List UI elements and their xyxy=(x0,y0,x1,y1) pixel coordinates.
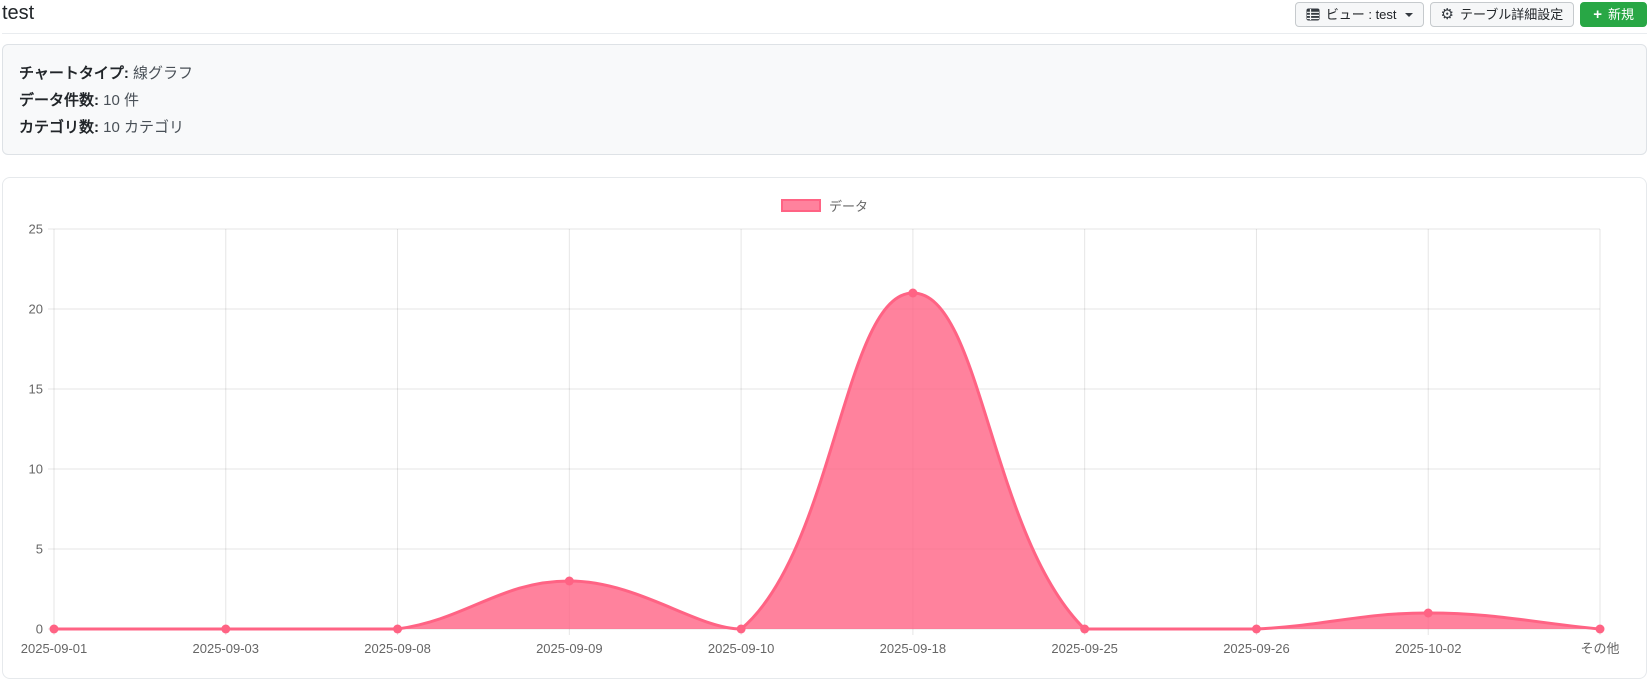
y-tick-label: 15 xyxy=(29,382,43,397)
data-point[interactable] xyxy=(1080,624,1090,634)
new-button-label: 新規 xyxy=(1607,7,1634,22)
data-point[interactable] xyxy=(736,624,746,634)
summary-value: 線グラフ xyxy=(133,65,194,82)
summary-label: カテゴリ数: xyxy=(19,119,99,136)
x-tick-label: 2025-09-25 xyxy=(1051,641,1118,656)
data-point[interactable] xyxy=(1595,624,1605,634)
chart-canvas[interactable]: 0 5 10 15 20 25 2025-09-01 2025-09-03 2025-09-08… xyxy=(11,215,1638,661)
summary-value: 10 カテゴリ xyxy=(103,119,185,136)
x-tick-label: 2025-09-03 xyxy=(193,641,260,656)
summary-row-category-count: カテゴリ数: 10 カテゴリ xyxy=(19,114,1630,141)
x-tick-label: 2025-09-08 xyxy=(364,641,431,656)
y-tick-label: 25 xyxy=(29,222,43,237)
x-tick-label: 2025-09-10 xyxy=(708,641,775,656)
y-tick-label: 0 xyxy=(36,622,43,637)
y-tick-label: 5 xyxy=(36,542,43,557)
view-button-label: ビュー : test xyxy=(1325,7,1397,22)
summary-label: チャートタイプ: xyxy=(19,65,129,82)
summary-label: データ件数: xyxy=(19,92,99,109)
x-tick-label: 2025-09-26 xyxy=(1223,641,1290,656)
summary-value: 10 件 xyxy=(103,92,140,109)
page-header: test ビュー : test ⚙ テーブル詳細設定 + 新規 xyxy=(2,0,1647,34)
data-point[interactable] xyxy=(1423,608,1433,618)
x-tick-label: 2025-10-02 xyxy=(1395,641,1462,656)
data-point[interactable] xyxy=(1251,624,1261,634)
data-line xyxy=(53,291,1601,631)
caret-down-icon xyxy=(1404,12,1413,17)
chart-card: データ 0 5 10 15 20 25 2025-09-01 2025-09-03 2025-0… xyxy=(2,177,1647,679)
x-tick-label: その他 xyxy=(1580,641,1619,656)
x-tick-label: 2025-09-09 xyxy=(536,641,603,656)
table-settings-button[interactable]: ⚙ テーブル詳細設定 xyxy=(1429,2,1575,27)
area-fill xyxy=(54,293,1600,629)
summary-row-chart-type: チャートタイプ: 線グラフ xyxy=(19,60,1630,87)
data-point[interactable] xyxy=(49,624,59,634)
chart-legend[interactable]: データ xyxy=(11,198,1638,214)
x-tick-label: 2025-09-18 xyxy=(880,641,947,656)
table-icon xyxy=(1306,8,1320,21)
page-title: test xyxy=(2,2,35,24)
summary-panel: チャートタイプ: 線グラフ データ件数: 10 件 カテゴリ数: 10 カテゴリ xyxy=(2,44,1647,155)
legend-swatch xyxy=(780,199,821,212)
new-button[interactable]: + 新規 xyxy=(1580,2,1647,27)
summary-row-data-count: データ件数: 10 件 xyxy=(19,87,1630,114)
data-point[interactable] xyxy=(908,288,918,298)
view-button[interactable]: ビュー : test xyxy=(1294,2,1424,27)
gear-icon: ⚙ xyxy=(1440,6,1454,23)
toolbar: ビュー : test ⚙ テーブル詳細設定 + 新規 xyxy=(1294,2,1647,27)
legend-label: データ xyxy=(828,199,868,214)
data-point[interactable] xyxy=(564,576,574,586)
y-tick-label: 10 xyxy=(29,462,43,477)
y-tick-label: 20 xyxy=(29,302,43,317)
table-settings-label: テーブル詳細設定 xyxy=(1459,7,1564,22)
data-point[interactable] xyxy=(221,624,231,634)
x-tick-label: 2025-09-01 xyxy=(21,641,88,656)
plus-icon: + xyxy=(1593,6,1602,23)
data-point[interactable] xyxy=(393,624,403,634)
